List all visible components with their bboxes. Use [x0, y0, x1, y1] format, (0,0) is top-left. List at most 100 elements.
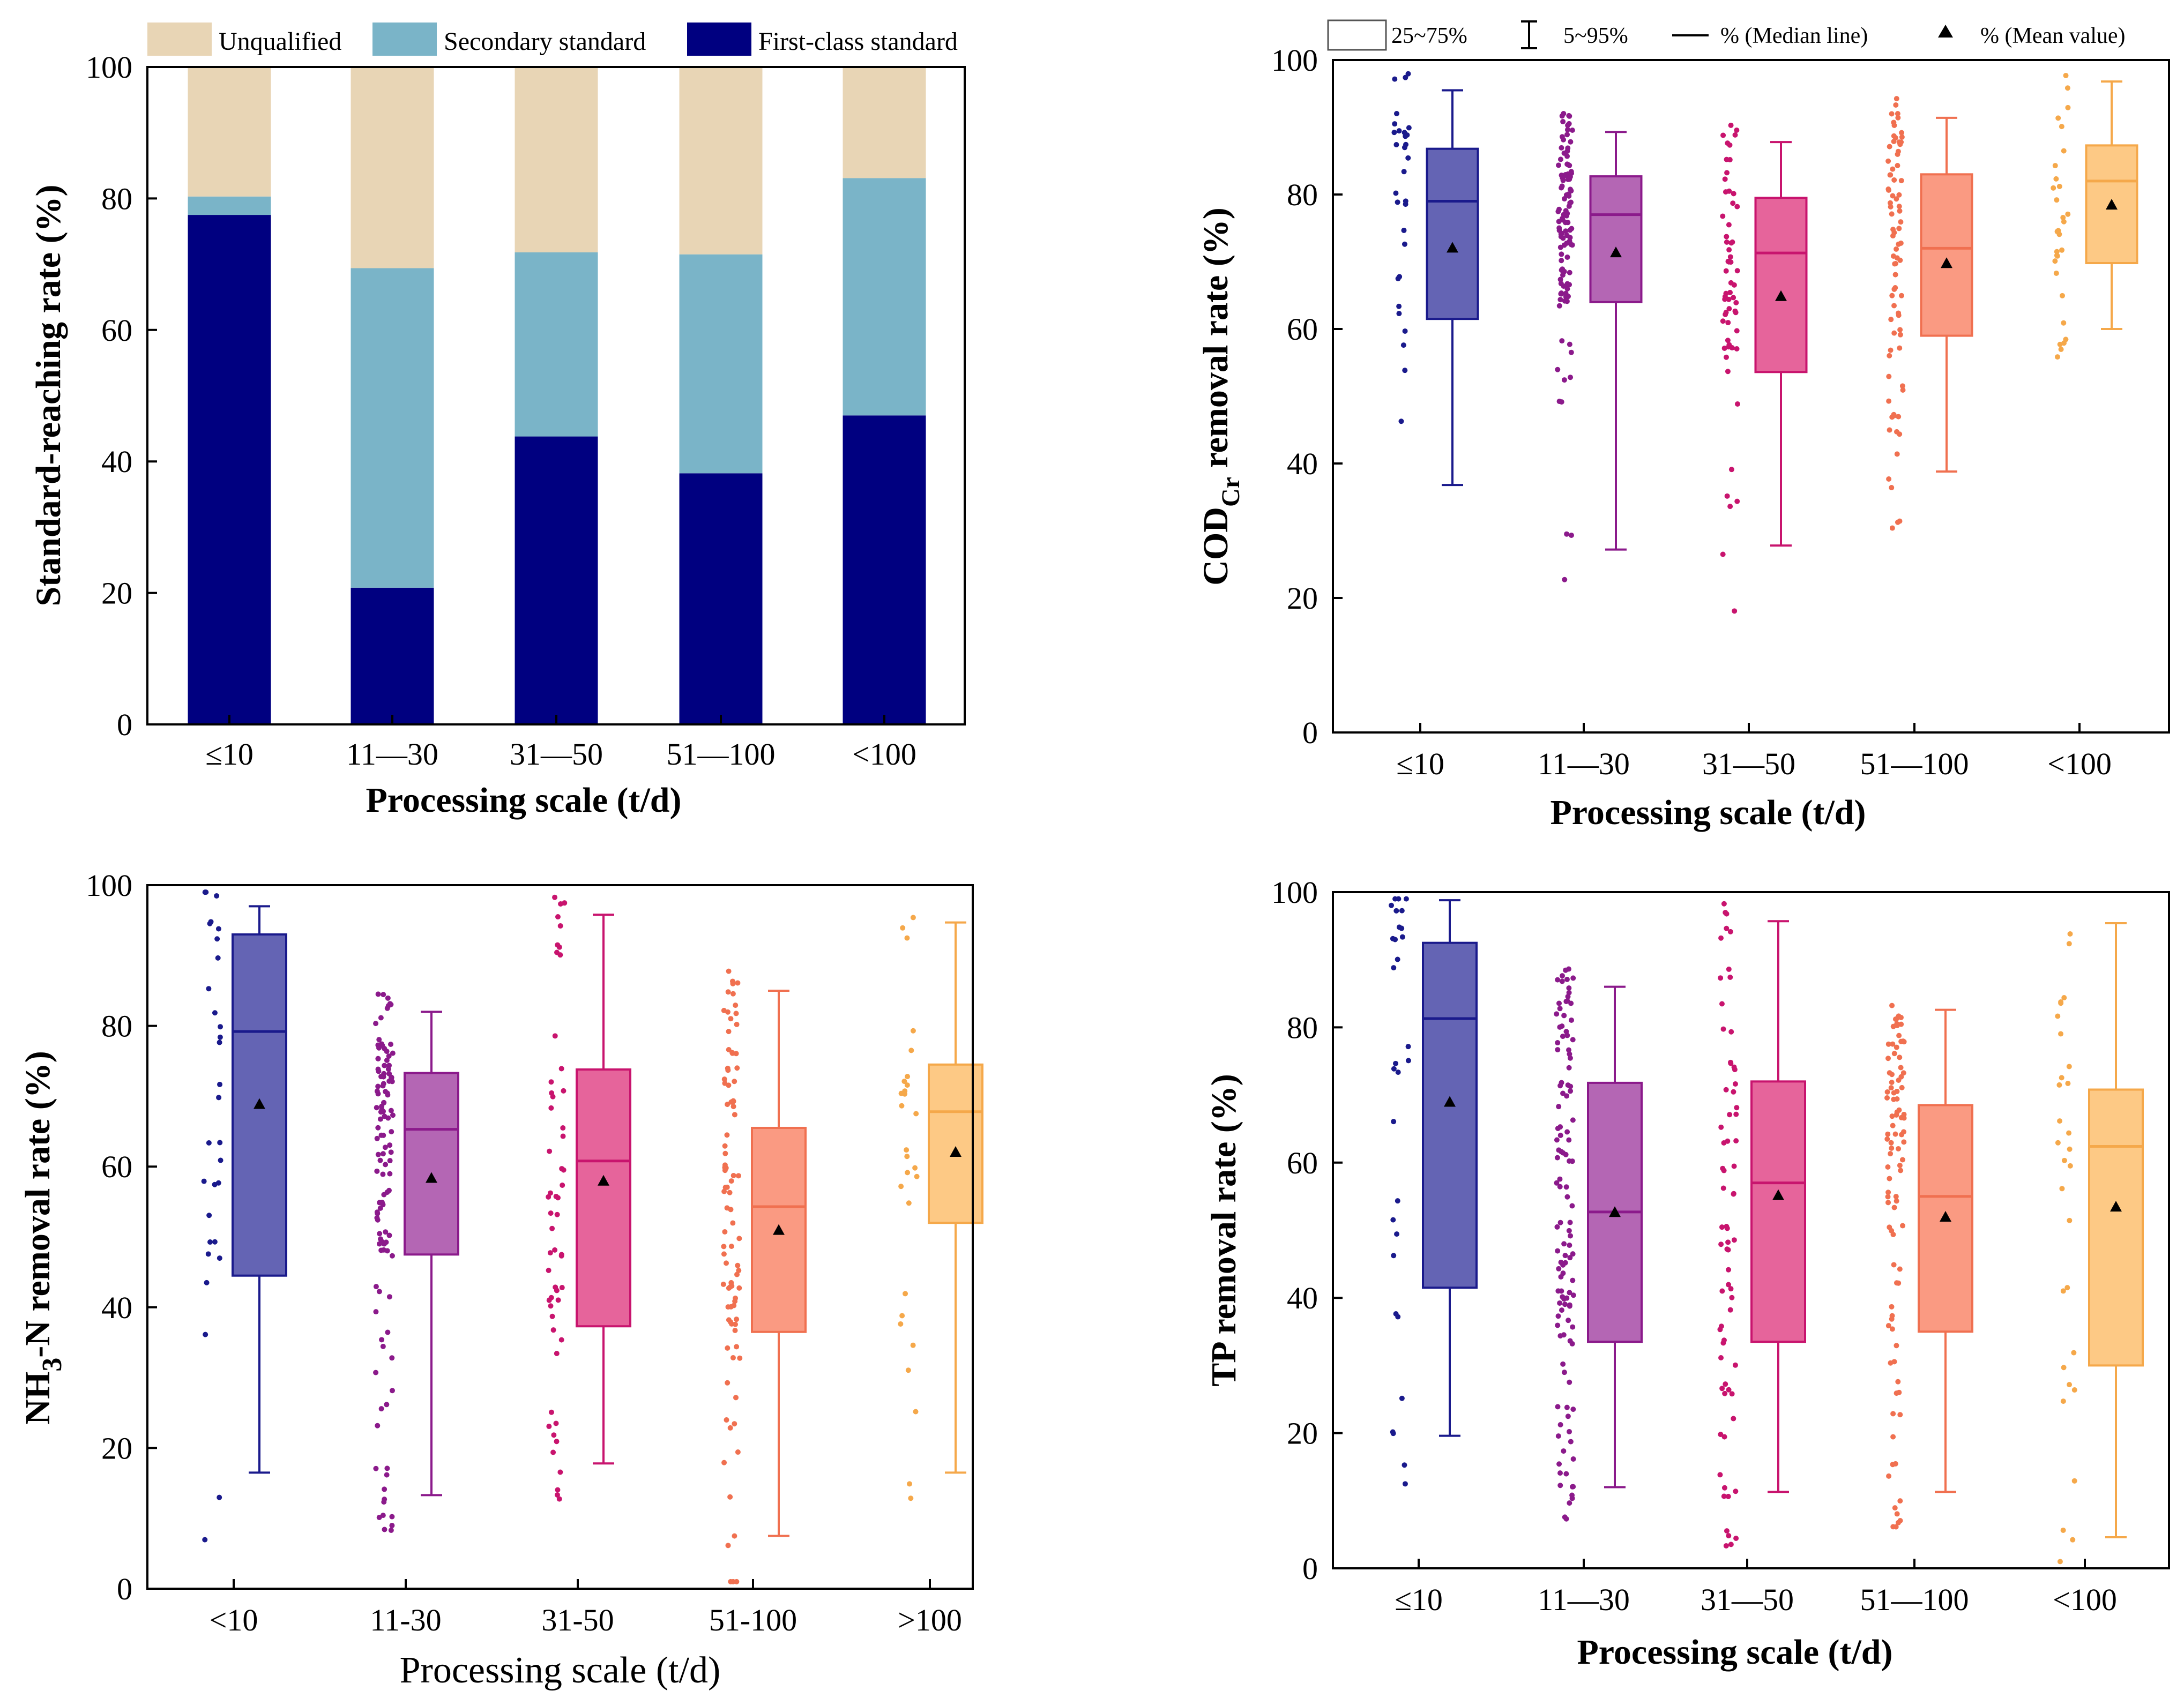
c-data-point [555, 1297, 561, 1303]
d-data-point [2058, 1000, 2064, 1006]
c-data-point [217, 1255, 222, 1261]
d-data-point [1399, 1395, 1405, 1401]
d-data-point [1888, 1140, 1894, 1146]
d-data-point [1557, 1176, 1563, 1182]
b-data-point [1724, 493, 1730, 499]
b-data-point [1894, 246, 1899, 252]
d-data-point [1569, 1158, 1575, 1164]
b-data-point [1887, 200, 1893, 206]
panel-b-y-label-main: COD [1196, 507, 1235, 586]
d-data-point [1891, 1051, 1897, 1057]
c-data-point [546, 1424, 552, 1430]
b-data-point [1734, 401, 1740, 407]
d-data-point [1892, 1505, 1898, 1511]
d-data-point [2066, 1064, 2072, 1069]
b-data-point [1897, 257, 1903, 263]
c-data-point [904, 935, 910, 941]
panel-b-cod-removal: 25~75% 5~95% % (Median line) % (Mean val… [1196, 19, 2170, 832]
b-data-point [2054, 197, 2060, 203]
b-data-point [1560, 118, 1566, 124]
c-data-point [390, 1112, 396, 1118]
d-data-point [1560, 1034, 1566, 1039]
c-data-point [552, 1247, 558, 1253]
d-data-point [2060, 1288, 2066, 1294]
d-data-point [1726, 1282, 1732, 1288]
b-data-point [1888, 317, 1894, 323]
d-data-point [1567, 1338, 1573, 1344]
b-data-point [1567, 341, 1572, 347]
b-data-point [1898, 178, 1904, 184]
d-data-point [1889, 1145, 1895, 1151]
b-data-point [1897, 332, 1903, 338]
b-data-point [1393, 110, 1399, 116]
d-mean-marker [1609, 1206, 1621, 1217]
b-y-tick-label: 0 [1302, 715, 1318, 750]
d-data-point [1563, 1184, 1569, 1190]
c-data-point [557, 952, 563, 958]
d-data-point [1570, 1251, 1576, 1257]
c-data-point [734, 1065, 740, 1071]
c-data-point [382, 1486, 387, 1492]
b-data-point [1725, 338, 1731, 343]
b-x-tick-label: 51—100 [1860, 746, 1969, 781]
d-data-point [1901, 1115, 1907, 1121]
b-y-tick-label: 100 [1271, 43, 1318, 78]
d-data-point [1890, 1462, 1896, 1468]
c-data-point [732, 1112, 737, 1118]
d-data-point [1733, 1488, 1739, 1494]
panel-d-tp-removal: 0 20 40 60 80 100 ≤10 11—30 31—50 51—100 <100 Proc… [1204, 875, 2170, 1672]
d-mean-marker [2110, 1201, 2122, 1212]
c-data-point [727, 1494, 733, 1500]
d-data-point [1393, 1311, 1399, 1317]
b-data-point [1896, 226, 1902, 231]
b-box-0 [1426, 147, 1479, 320]
c-data-point [910, 1028, 916, 1034]
d-data-point [1556, 1000, 1562, 1006]
c-data-point [734, 1021, 740, 1027]
b-data-point [1889, 111, 1895, 117]
c-box-2 [576, 1068, 631, 1328]
b-x-tick-label: <100 [2047, 746, 2112, 781]
c-data-point [380, 1513, 386, 1519]
d-x-tick-label: 31—50 [1701, 1582, 1794, 1617]
b-data-point [1724, 170, 1730, 176]
bar-secondary-standard-3 [679, 254, 763, 474]
b-data-point [1565, 220, 1571, 226]
c-data-point [725, 1009, 731, 1015]
d-data-point [1402, 1462, 1407, 1468]
b-data-point [1561, 268, 1567, 274]
d-data-point [1890, 1434, 1896, 1440]
c-data-point [374, 1135, 380, 1141]
b-data-point [1556, 303, 1562, 309]
a-x-tick-label: <100 [852, 737, 916, 772]
d-data-point [1564, 976, 1570, 982]
d-data-point [2067, 1382, 2073, 1388]
c-data-point [547, 1190, 553, 1196]
c-data-point [375, 1125, 381, 1131]
legend-label-first-class: First-class standard [758, 27, 958, 56]
c-data-point [373, 1370, 379, 1375]
d-data-point [1894, 1511, 1900, 1517]
d-data-point [1568, 1088, 1574, 1094]
d-data-point [1894, 1044, 1899, 1050]
c-data-point [549, 1090, 555, 1096]
b-data-point [1556, 162, 1562, 168]
b-y-tick-label: 80 [1287, 177, 1318, 212]
d-data-point [1717, 1472, 1723, 1478]
c-data-point [377, 1231, 383, 1237]
d-data-point [1567, 1290, 1572, 1296]
d-data-point [1723, 1543, 1729, 1549]
b-data-point [1720, 132, 1726, 138]
d-y-tick-label: 0 [1302, 1551, 1318, 1586]
c-data-point [386, 1053, 392, 1059]
b-data-point [2061, 320, 2067, 326]
b-data-point [1724, 156, 1730, 162]
b-data-point [1889, 414, 1895, 420]
b-data-point [1897, 345, 1903, 351]
c-data-point [906, 1200, 912, 1206]
b-data-point [1728, 467, 1734, 473]
b-data-point [1722, 296, 1728, 302]
c-data-point [910, 1342, 916, 1348]
d-data-point [1555, 1313, 1561, 1319]
panel-c-x-axis-label: Processing scale (t/d) [400, 1650, 721, 1691]
